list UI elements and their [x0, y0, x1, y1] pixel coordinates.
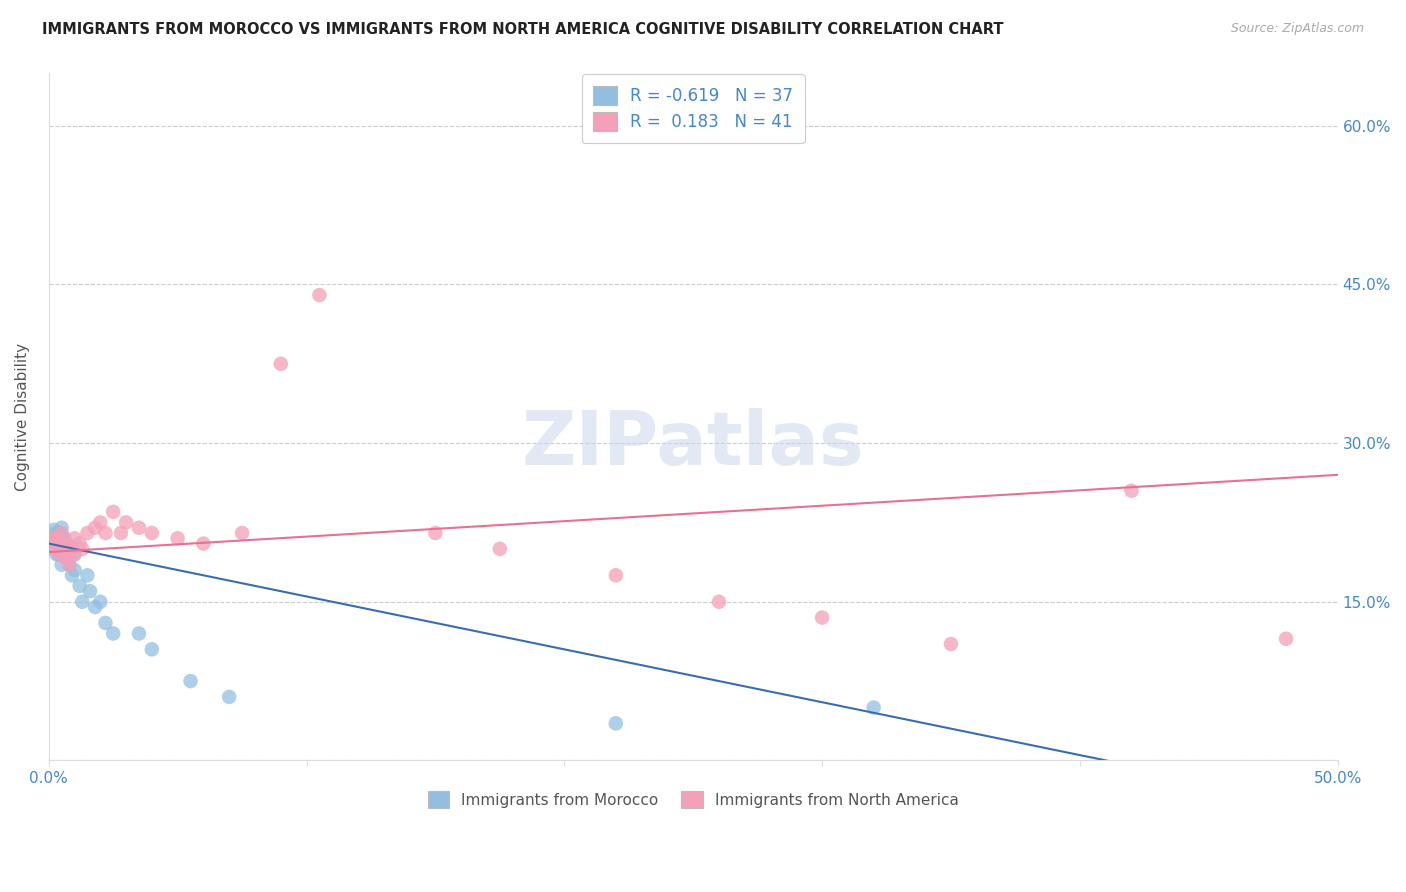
Point — [56, 552, 79, 566]
Point — [1121, 483, 1143, 498]
Point — [51, 541, 73, 556]
Point — [41, 536, 63, 550]
Legend: Immigrants from Morocco, Immigrants from North America: Immigrants from Morocco, Immigrants from… — [422, 785, 965, 814]
Point — [63, 563, 86, 577]
Point — [218, 690, 240, 704]
Point — [45, 536, 67, 550]
Point — [193, 536, 215, 550]
Point — [939, 637, 962, 651]
Y-axis label: Cognitive Disability: Cognitive Disability — [15, 343, 30, 491]
Point — [51, 526, 73, 541]
Point — [53, 547, 76, 561]
Point — [53, 531, 76, 545]
Point — [72, 541, 94, 556]
Point — [84, 600, 107, 615]
Point — [489, 541, 512, 556]
Point — [42, 541, 65, 556]
Point — [63, 547, 86, 561]
Point — [58, 558, 80, 572]
Point — [141, 642, 163, 657]
Point — [94, 615, 117, 630]
Point — [60, 541, 83, 556]
Point — [63, 547, 86, 561]
Point — [45, 531, 67, 545]
Point — [811, 610, 834, 624]
Point — [45, 547, 67, 561]
Point — [48, 531, 70, 545]
Point — [56, 536, 79, 550]
Point — [141, 526, 163, 541]
Point — [605, 568, 627, 582]
Point — [707, 595, 730, 609]
Point — [51, 531, 73, 545]
Point — [53, 547, 76, 561]
Point — [45, 541, 67, 556]
Point — [72, 595, 94, 609]
Point — [42, 531, 65, 545]
Point — [56, 552, 79, 566]
Point — [51, 521, 73, 535]
Point — [48, 526, 70, 541]
Point — [76, 568, 98, 582]
Point — [308, 288, 330, 302]
Point — [110, 526, 132, 541]
Point — [60, 568, 83, 582]
Point — [56, 536, 79, 550]
Point — [166, 531, 188, 545]
Text: IMMIGRANTS FROM MOROCCO VS IMMIGRANTS FROM NORTH AMERICA COGNITIVE DISABILITY CO: IMMIGRANTS FROM MOROCCO VS IMMIGRANTS FR… — [42, 22, 1004, 37]
Point — [45, 531, 67, 545]
Point — [231, 526, 253, 541]
Point — [180, 674, 202, 689]
Point — [51, 558, 73, 572]
Point — [605, 716, 627, 731]
Point — [76, 526, 98, 541]
Point — [48, 547, 70, 561]
Point — [862, 700, 884, 714]
Point — [45, 526, 67, 541]
Point — [48, 547, 70, 561]
Point — [69, 579, 91, 593]
Point — [63, 531, 86, 545]
Point — [128, 521, 150, 535]
Point — [79, 584, 101, 599]
Text: Source: ZipAtlas.com: Source: ZipAtlas.com — [1230, 22, 1364, 36]
Point — [42, 523, 65, 537]
Point — [128, 626, 150, 640]
Point — [89, 516, 111, 530]
Point — [103, 505, 125, 519]
Point — [89, 595, 111, 609]
Point — [115, 516, 138, 530]
Point — [58, 547, 80, 561]
Point — [58, 558, 80, 572]
Point — [94, 526, 117, 541]
Point — [53, 536, 76, 550]
Point — [103, 626, 125, 640]
Point — [51, 541, 73, 556]
Point — [1275, 632, 1298, 646]
Point — [41, 531, 63, 545]
Text: ZIPatlas: ZIPatlas — [522, 408, 865, 481]
Point — [425, 526, 447, 541]
Point — [270, 357, 292, 371]
Point — [42, 536, 65, 550]
Point — [69, 536, 91, 550]
Point — [48, 536, 70, 550]
Point — [84, 521, 107, 535]
